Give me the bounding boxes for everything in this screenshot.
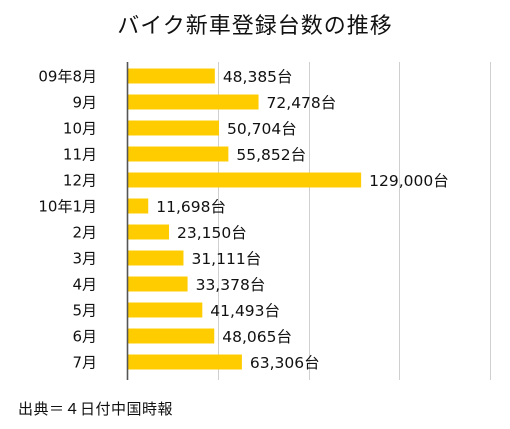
bar: [127, 172, 362, 188]
bar-value-label: 63,306台: [250, 354, 320, 372]
bar-value-label: 48,385台: [223, 68, 293, 86]
bar-value-label: 41,493台: [210, 302, 280, 320]
bar-value-label: 33,378台: [196, 276, 266, 294]
category-tick-label: 5月: [72, 302, 97, 320]
category-tick-label: 12月: [63, 172, 97, 190]
category-tick-label: 2月: [72, 224, 97, 242]
bar-value-label: 72,478台: [267, 94, 337, 112]
chart-source-note: 出典＝４日付中国時報: [18, 400, 174, 418]
bar-value-label: 11,698台: [156, 198, 226, 216]
bar: [127, 68, 215, 84]
bar: [127, 146, 229, 162]
bar-value-label: 129,000台: [369, 172, 449, 190]
category-tick-label: 11月: [63, 146, 97, 164]
bar: [127, 224, 170, 240]
bar: [127, 94, 259, 110]
bar: [127, 120, 220, 136]
category-tick-label: 10年1月: [38, 198, 97, 216]
category-tick-label: 09年8月: [38, 68, 97, 86]
category-tick-label: 9月: [72, 94, 97, 112]
bars: [127, 68, 362, 370]
bar: [127, 250, 184, 266]
bar-value-label: 50,704台: [227, 120, 297, 138]
category-tick-label: 6月: [72, 328, 97, 346]
bar: [127, 354, 242, 370]
category-tick-label: 10月: [63, 120, 97, 138]
bar: [127, 328, 215, 344]
bar-value-label: 31,111台: [191, 250, 261, 268]
grid-lines: [218, 62, 491, 380]
bar-value-label: 48,065台: [222, 328, 292, 346]
bar-value-label: 55,852台: [236, 146, 306, 164]
bar: [127, 276, 188, 292]
category-tick-label: 3月: [72, 250, 97, 268]
chart-title: バイク新車登録台数の推移: [117, 14, 393, 39]
category-tick-label: 7月: [72, 354, 97, 372]
category-axis: 09年8月 9月 10月 11月 12月 10年1月 2月 3月 4月 5月 6月 7月: [38, 62, 129, 380]
data-labels: 48,385台 72,478台 50,704台 55,852台 129,000台 11,6…: [156, 68, 449, 372]
bar: [127, 302, 203, 318]
bar-value-label: 23,150台: [177, 224, 247, 242]
bar: [127, 198, 149, 214]
category-tick-label: 4月: [72, 276, 97, 294]
